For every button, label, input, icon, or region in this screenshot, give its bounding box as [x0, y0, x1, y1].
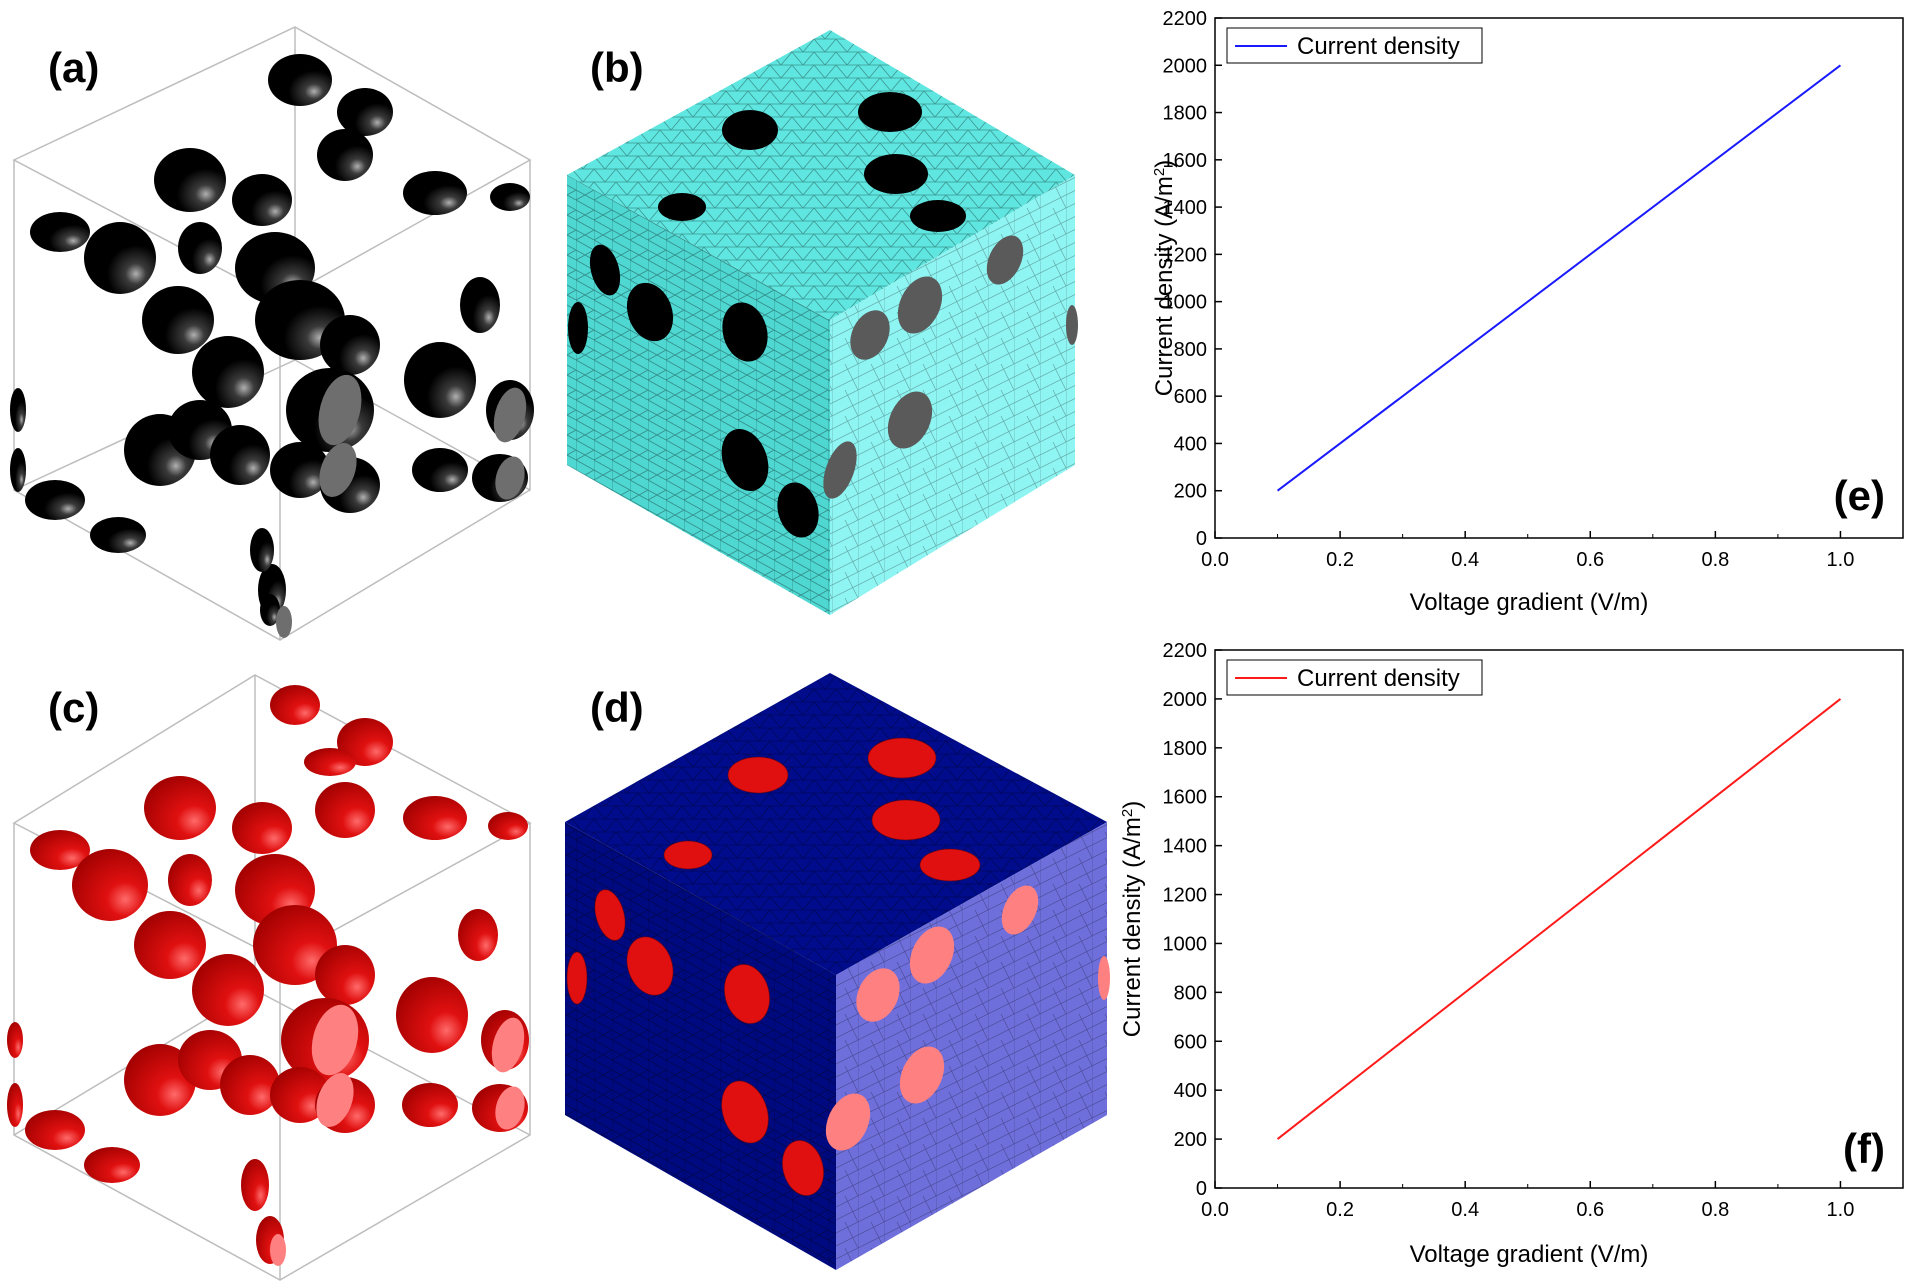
x-tick-label: 0.8	[1701, 1199, 1729, 1221]
y-tick-label: 400	[1174, 1080, 1207, 1102]
y-tick-label: 1400	[1163, 197, 1208, 219]
y-axis-title-sup: 2	[1119, 809, 1136, 817]
panel-label-b: (b)	[590, 44, 644, 91]
series-line	[1276, 64, 1842, 492]
y-tick-label: 1600	[1163, 787, 1208, 809]
y-axis-title-sup: 2	[1151, 168, 1168, 176]
y-axis-title-main: Current density (A/m	[1119, 817, 1146, 1037]
y-tick-label: 800	[1174, 982, 1207, 1004]
y-tick-label: 2200	[1163, 8, 1208, 30]
y-tick-label: 1000	[1163, 933, 1208, 955]
x-axis-title: Voltage gradient (V/m)	[1410, 589, 1649, 616]
y-axis-title: Current density (A/m2)	[1151, 160, 1179, 396]
panel-c: (c)	[7, 674, 532, 1281]
x-tick-label: 0.4	[1451, 1199, 1479, 1221]
x-tick-label: 0.8	[1701, 549, 1729, 571]
y-tick-label: 2200	[1163, 640, 1208, 662]
y-axis-title-main: Current density (A/m	[1151, 176, 1178, 396]
panel-a: (a)	[10, 26, 534, 641]
y-tick-label: 400	[1174, 433, 1207, 455]
particles-red	[7, 685, 529, 1264]
y-tick-label: 600	[1174, 386, 1207, 408]
legend-label: Current density	[1297, 33, 1460, 60]
x-tick-label: 1.0	[1827, 1199, 1855, 1221]
y-tick-label: 0	[1196, 1178, 1207, 1200]
x-axis-title: Voltage gradient (V/m)	[1410, 1241, 1649, 1268]
y-axis-title: Current density (A/m2)	[1119, 801, 1147, 1037]
x-tick-label: 0.6	[1576, 549, 1604, 571]
x-tick-label: 0.4	[1451, 549, 1479, 571]
chart-e: 0 200 400 600 800 1000 1200 1400 1600 1800 2000 220…	[1151, 8, 1904, 616]
x-tick-label: 0.6	[1576, 1199, 1604, 1221]
y-tick-label: 800	[1174, 339, 1207, 361]
y-tick-label: 1400	[1163, 836, 1208, 858]
x-tick-label: 0.2	[1326, 549, 1354, 571]
particle-holes-grey	[823, 235, 1078, 499]
y-tick-label: 1600	[1163, 150, 1208, 172]
plot-frame	[1214, 17, 1904, 539]
x-tick-label: 0.0	[1201, 1199, 1229, 1221]
plot-frame	[1214, 649, 1904, 1189]
panel-label-d: (d)	[590, 684, 644, 731]
particle-faces-red	[566, 737, 981, 1197]
y-tick-label: 200	[1174, 481, 1207, 503]
x-tick-label: 1.0	[1827, 549, 1855, 571]
panel-label-a: (a)	[48, 44, 99, 91]
x-tick-label: 0.2	[1326, 1199, 1354, 1221]
legend-label: Current density	[1297, 665, 1460, 692]
series-line	[1276, 698, 1842, 1140]
particle-holes-black	[568, 92, 966, 538]
y-tick-label: 2000	[1163, 689, 1208, 711]
y-tick-label: 1200	[1163, 244, 1208, 266]
panel-label-f: (f)	[1843, 1125, 1885, 1172]
y-tick-label: 1800	[1163, 738, 1208, 760]
particle-faces-pink	[825, 885, 1110, 1151]
y-tick-label: 2000	[1163, 55, 1208, 77]
particle-cut-faces-red	[270, 1004, 525, 1266]
y-tick-label: 200	[1174, 1129, 1207, 1151]
y-tick-label: 1800	[1163, 103, 1208, 125]
particles-black	[10, 54, 534, 626]
panel-label-e: (e)	[1834, 472, 1885, 519]
chart-f: 0 200 400 600 800 1000 1200 1400 1600 1800 2000 220…	[1119, 640, 1904, 1268]
y-axis-title-end: )	[1119, 801, 1146, 809]
y-tick-label: 1200	[1163, 885, 1208, 907]
y-axis-title-end: )	[1151, 160, 1178, 168]
y-tick-label: 600	[1174, 1031, 1207, 1053]
panel-d: (d)	[565, 673, 1110, 1270]
particle-cut-faces	[276, 374, 527, 638]
y-tick-label: 0	[1196, 528, 1207, 550]
y-tick-label: 1000	[1163, 292, 1208, 314]
x-tick-label: 0.0	[1201, 549, 1229, 571]
panel-b: (b)	[567, 30, 1078, 615]
panel-label-c: (c)	[48, 684, 99, 731]
